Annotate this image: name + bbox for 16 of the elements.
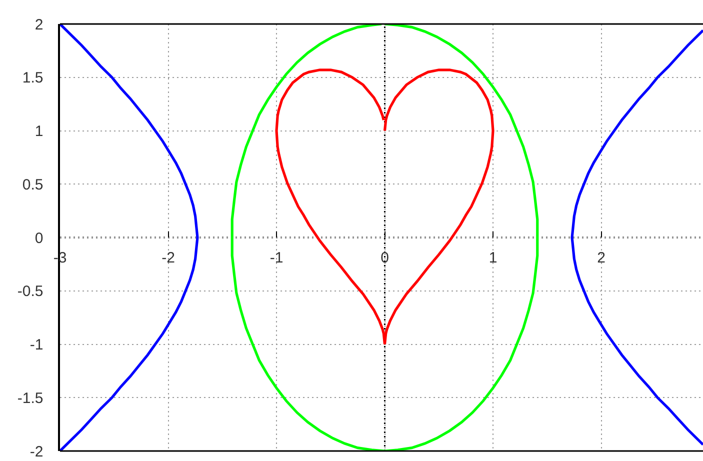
y-tick-label: 0 (34, 230, 44, 247)
x-tick-label: -2 (162, 250, 175, 266)
x-tick-label: 2 (597, 250, 606, 266)
y-tick-label: -1 (30, 336, 44, 354)
line-series (230, 24, 539, 451)
y-tick-label: 1 (34, 123, 44, 140)
y-tick-label: 0.5 (22, 176, 44, 194)
line-series (570, 29, 703, 446)
y-tick-label: -0.5 (17, 283, 44, 300)
x-tick-label: 0 (380, 250, 389, 266)
y-tick-label: 1.5 (22, 70, 44, 87)
y-tick-label: -2 (30, 443, 44, 460)
x-tick-label: -1 (270, 250, 284, 266)
y-tick-label: -1.5 (17, 390, 44, 407)
x-tick-label: 1 (488, 250, 498, 266)
y-tick-label: 2 (34, 16, 44, 34)
